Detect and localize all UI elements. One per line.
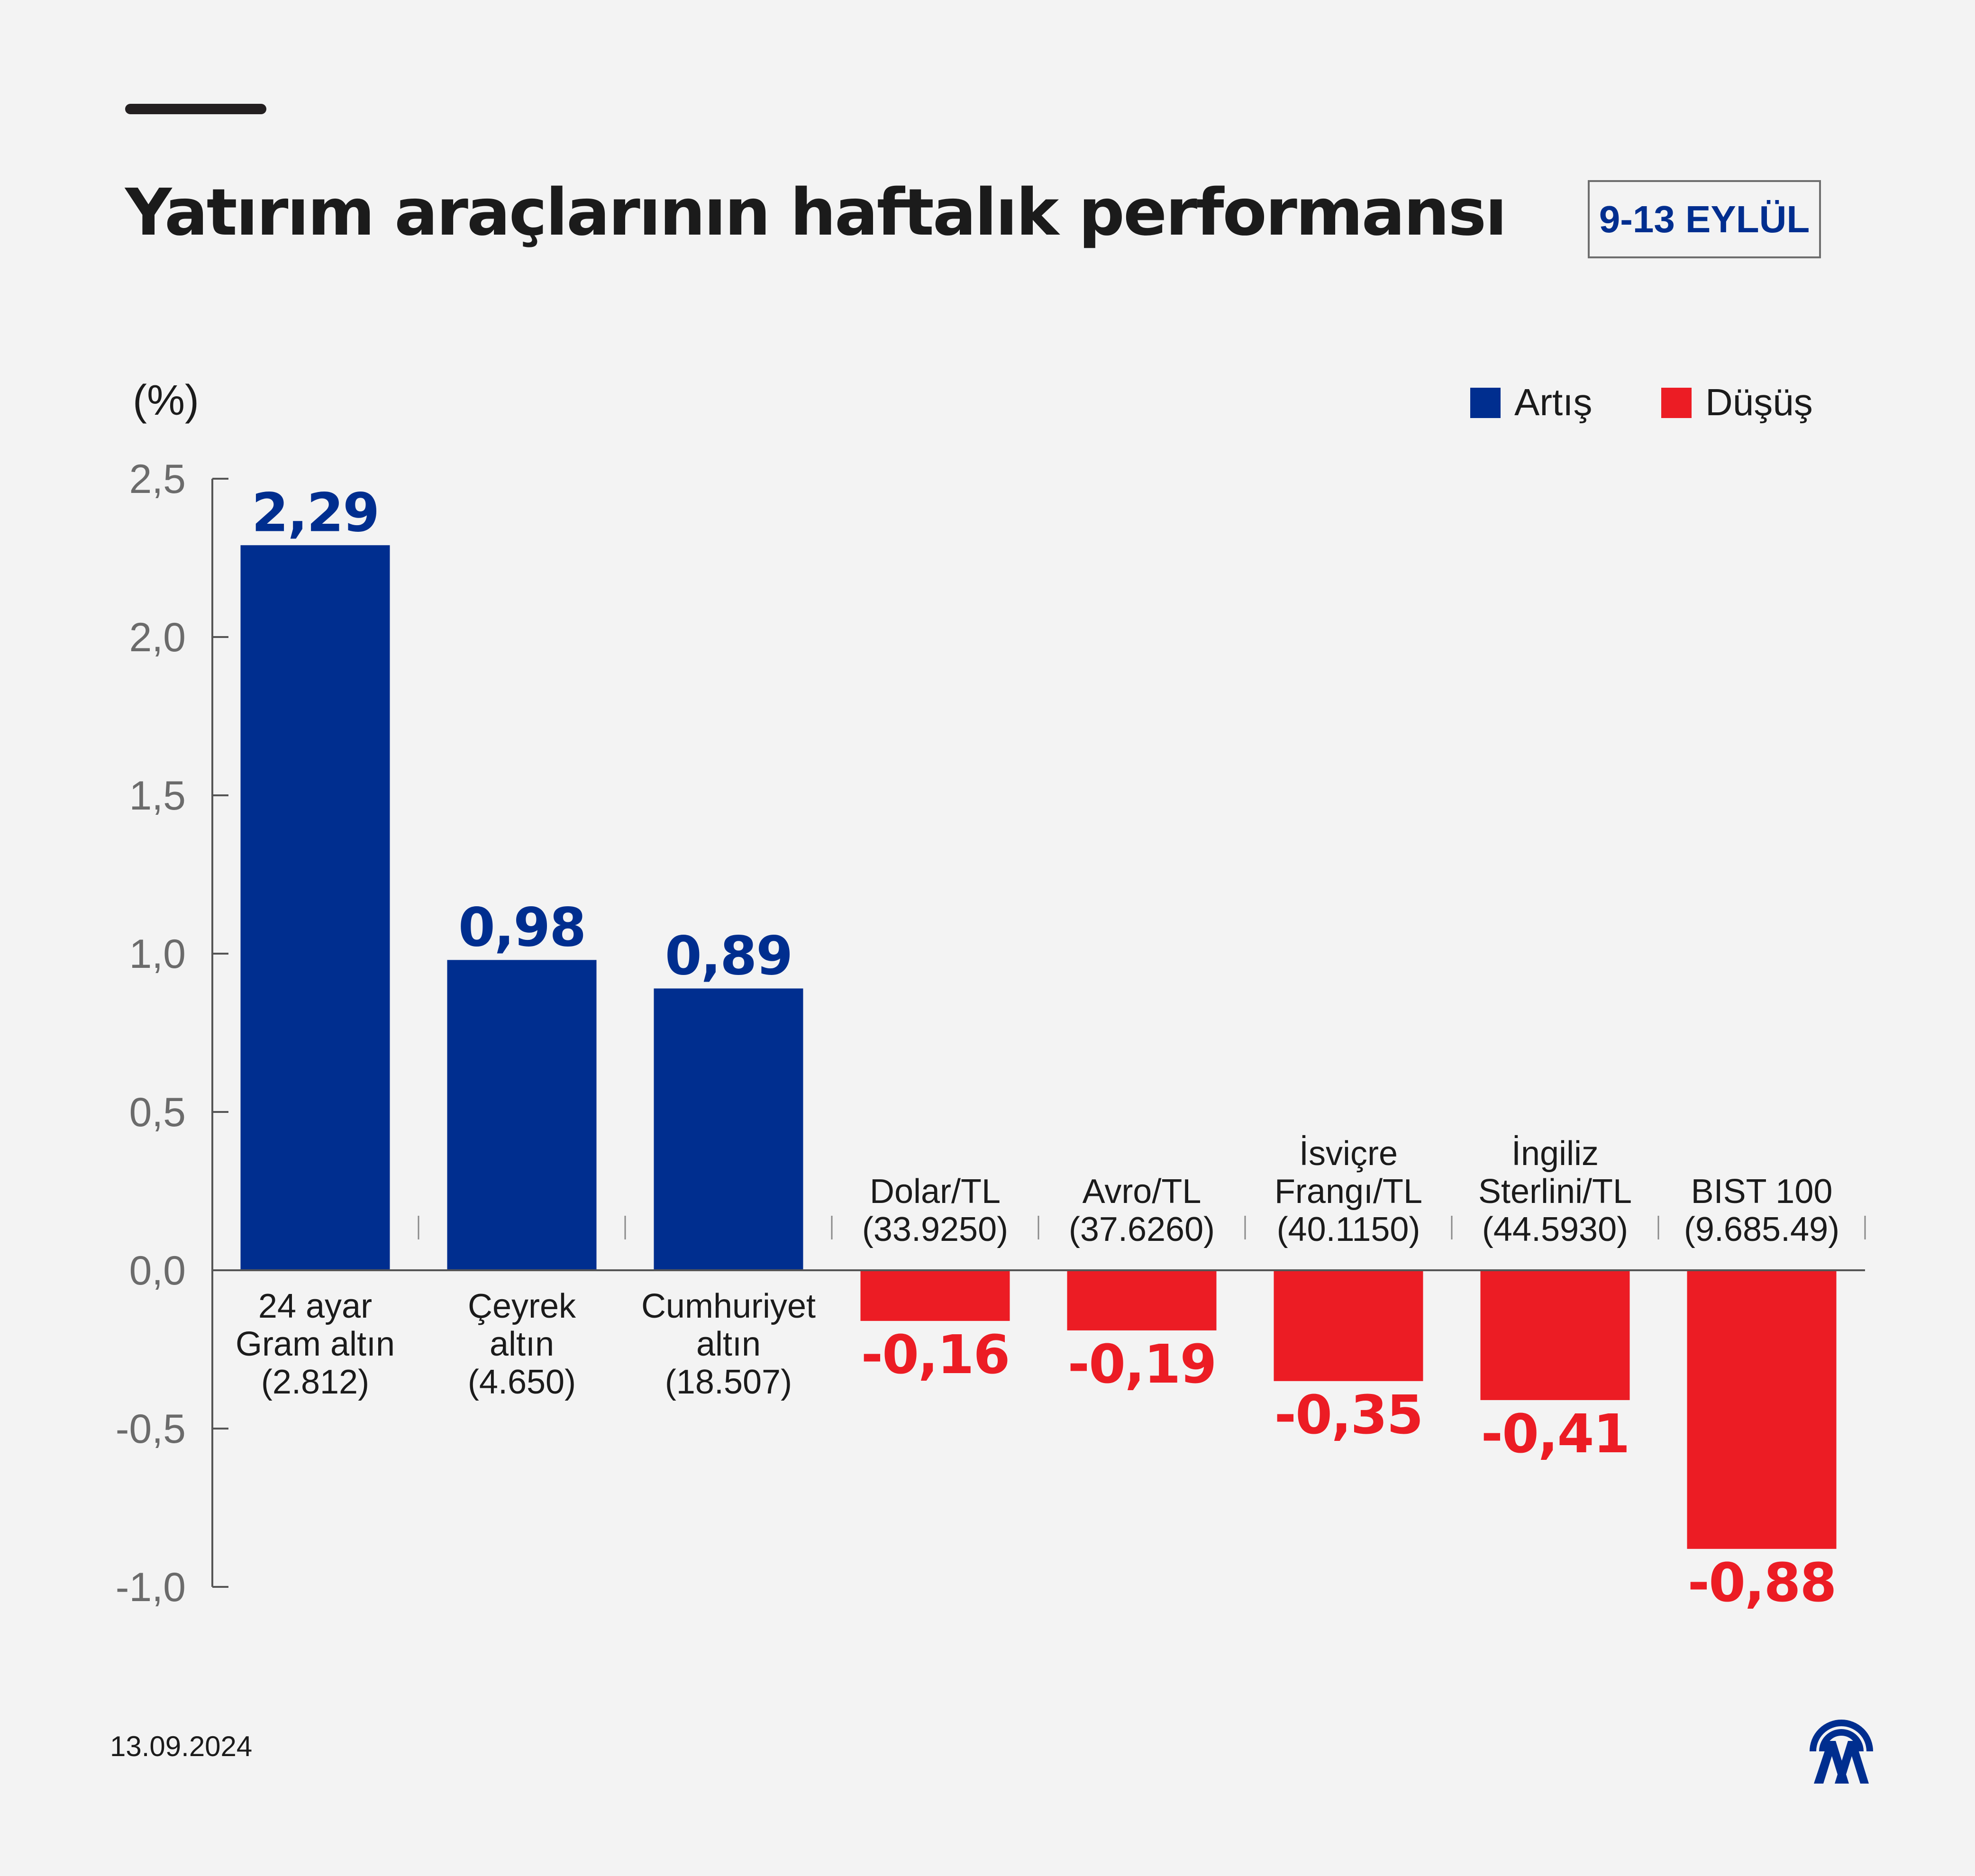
category-label: Cumhuriyet — [641, 1287, 816, 1325]
category-label: İngiliz — [1511, 1135, 1599, 1173]
y-tick-label: 2,5 — [129, 456, 186, 502]
legend-swatch-decrease — [1661, 388, 1692, 418]
bar-value-label: 0,98 — [458, 897, 585, 958]
category-label: altın — [696, 1325, 761, 1363]
category-label: (44.5930) — [1482, 1211, 1628, 1248]
bar — [1067, 1270, 1217, 1330]
legend-label-increase: Artış — [1514, 381, 1592, 423]
category-label: (33.9250) — [862, 1211, 1008, 1248]
bar-value-label: -0,88 — [1688, 1552, 1836, 1614]
category-label: (2.812) — [261, 1363, 369, 1401]
category-label: Çeyrek — [468, 1287, 576, 1325]
bar — [240, 545, 390, 1270]
date-range-badge: 9-13 EYLÜL — [1588, 180, 1821, 258]
bar — [447, 960, 597, 1270]
category-label: Frangı/TL — [1274, 1173, 1422, 1211]
y-tick-label: 1,5 — [129, 773, 186, 819]
top-accent-bar — [125, 104, 266, 114]
category-label: İsviçre — [1299, 1135, 1398, 1173]
category-label: (4.650) — [468, 1363, 576, 1401]
bar — [860, 1270, 1010, 1321]
category-label: BIST 100 — [1691, 1173, 1833, 1211]
y-tick-label: -1,0 — [116, 1565, 186, 1610]
category-label: (18.507) — [665, 1363, 792, 1401]
category-label: Dolar/TL — [870, 1173, 1001, 1211]
category-label: Gram altın — [236, 1325, 395, 1363]
bar-value-label: -0,16 — [861, 1324, 1010, 1386]
bar-value-label: -0,35 — [1274, 1384, 1423, 1446]
y-tick-label: 1,0 — [129, 931, 186, 977]
category-label: (9.685.49) — [1684, 1211, 1839, 1248]
bar — [654, 988, 803, 1270]
category-label: altın — [490, 1325, 554, 1363]
y-tick-label: -0,5 — [116, 1406, 186, 1452]
footer-date: 13.09.2024 — [110, 1730, 253, 1762]
bar — [1687, 1270, 1837, 1549]
legend-label-decrease: Düşüş — [1705, 381, 1813, 423]
category-label: 24 ayar — [258, 1287, 372, 1325]
y-axis-label: (%) — [133, 377, 199, 424]
aa-logo-icon — [1810, 1720, 1873, 1784]
category-label: Avro/TL — [1083, 1173, 1201, 1211]
bar-value-label: -0,41 — [1481, 1403, 1629, 1465]
y-tick-label: 2,0 — [129, 615, 186, 660]
legend-swatch-increase — [1470, 388, 1501, 418]
bar — [1274, 1270, 1423, 1381]
y-tick-label: 0,0 — [129, 1248, 186, 1293]
category-label: Sterlini/TL — [1478, 1173, 1632, 1211]
bar-value-label: 0,89 — [665, 925, 792, 987]
bar-value-label: 2,29 — [252, 482, 379, 544]
category-label: (37.6260) — [1069, 1211, 1215, 1248]
bar-value-label: -0,19 — [1068, 1334, 1216, 1395]
y-tick-label: 0,5 — [129, 1090, 186, 1135]
category-label: (40.1150) — [1277, 1211, 1420, 1248]
bar — [1480, 1270, 1630, 1400]
chart-title: Yatırım araçlarının haftalık performansı — [125, 175, 1507, 250]
